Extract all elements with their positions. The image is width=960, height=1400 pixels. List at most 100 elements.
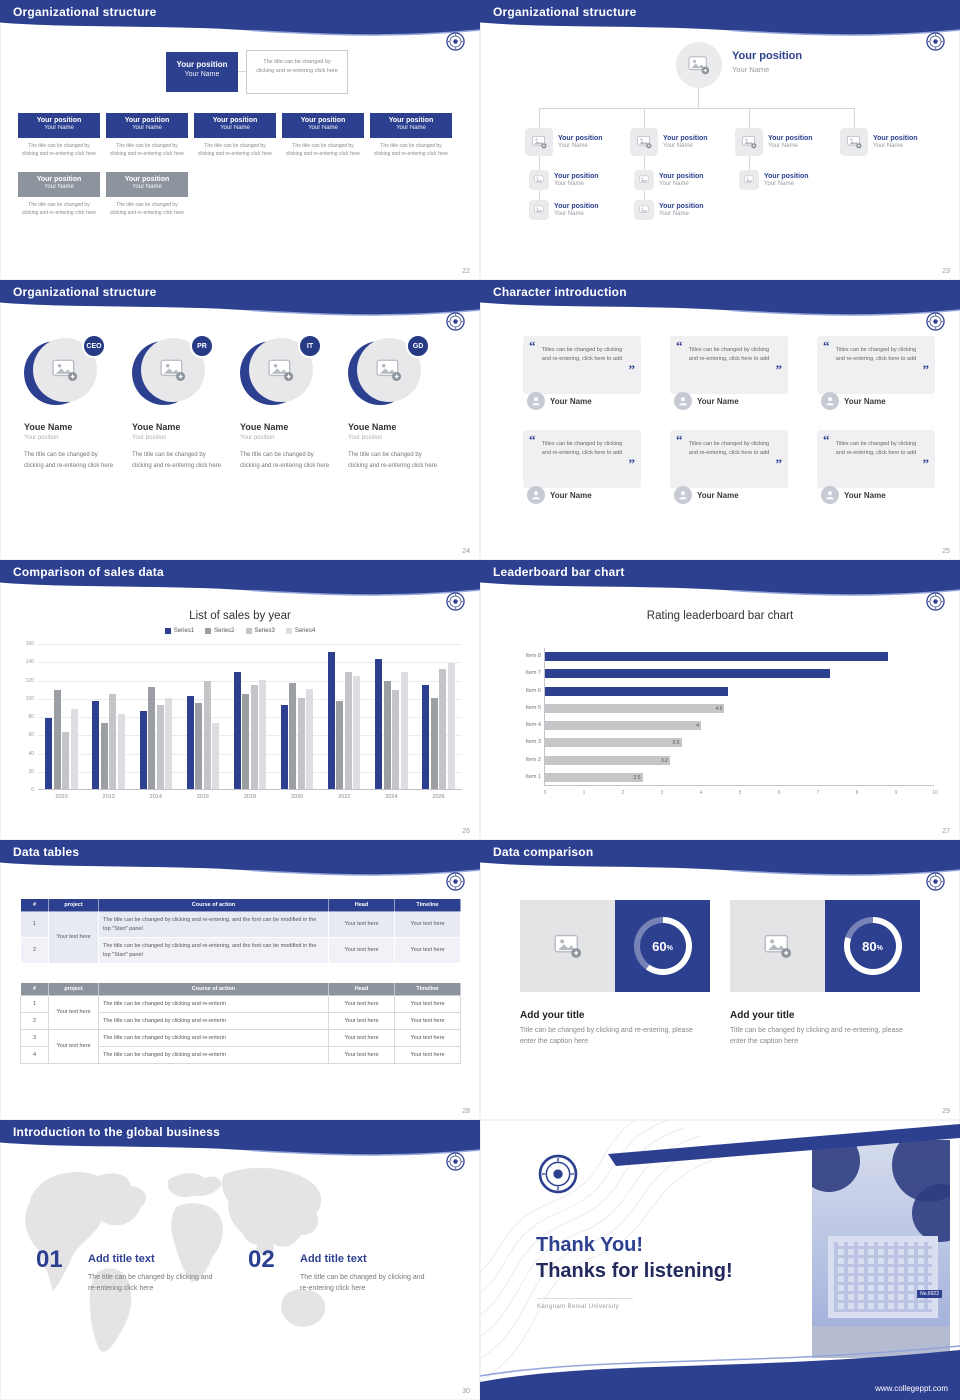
table-cell: 1 bbox=[20, 911, 49, 938]
bar-segment bbox=[545, 721, 701, 731]
x-axis-label: 2018 bbox=[243, 794, 257, 800]
slide-title: Comparison of sales data bbox=[13, 565, 164, 579]
person-icon bbox=[679, 397, 687, 406]
quote-card: Titles can be changed by clicking and re… bbox=[523, 430, 641, 488]
slide-thank-you[interactable]: No.6922 Thank You! Thanks for listening!… bbox=[480, 1120, 960, 1400]
avatar bbox=[674, 392, 692, 410]
org-name: Your Name bbox=[554, 181, 584, 187]
table-cell: Your text here bbox=[394, 995, 461, 1013]
table-header-cell: Head bbox=[328, 982, 395, 996]
bar-segment bbox=[280, 705, 288, 789]
page-number: 22 bbox=[462, 268, 470, 275]
slide-character-introduction[interactable]: Character introduction Titles can be cha… bbox=[480, 280, 960, 560]
header-swoosh bbox=[0, 560, 480, 596]
bar-segment bbox=[109, 694, 117, 789]
table-header-cell: Timeline bbox=[394, 982, 461, 996]
page-number: 30 bbox=[462, 1388, 470, 1395]
person-name: Youe Name bbox=[348, 422, 397, 432]
org-name: Your Name bbox=[663, 143, 693, 149]
legend-item: Series3 bbox=[245, 628, 275, 634]
role-badge: GD bbox=[406, 334, 430, 358]
slide-global-business[interactable]: Introduction to the global business 01 A… bbox=[0, 1120, 480, 1400]
table-cell: The title can be changed by clicking and… bbox=[98, 1046, 329, 1064]
slide-sales-comparison-chart[interactable]: Comparison of sales data List of sales b… bbox=[0, 560, 480, 840]
image-placeholder-icon bbox=[636, 136, 651, 149]
table-cell: 1 bbox=[20, 995, 49, 1013]
person-column: PR Youe Name Your position The title can… bbox=[132, 334, 236, 473]
org-position: Your position bbox=[732, 50, 803, 62]
org-root-label: Your position Your Name bbox=[732, 50, 802, 74]
person-description: The title can be changed by clicking and… bbox=[240, 452, 330, 470]
slide-data-comparison[interactable]: Data comparison 60% Add your title Title… bbox=[480, 840, 960, 1120]
category-label: Item 4 bbox=[525, 722, 541, 729]
x-axis-label: 2024 bbox=[385, 794, 398, 800]
slide-title: Organizational structure bbox=[13, 5, 157, 19]
bar-segment bbox=[203, 681, 211, 789]
gridline bbox=[38, 644, 462, 645]
university-emblem-icon bbox=[446, 312, 465, 331]
bar-segment bbox=[327, 652, 335, 789]
bar-segment bbox=[545, 772, 643, 782]
comparison-item: 80% bbox=[730, 900, 920, 992]
bar-segment bbox=[117, 714, 125, 789]
image-placeholder-icon bbox=[638, 175, 648, 183]
org-box-note: The title can be changed by clicking and… bbox=[21, 202, 97, 217]
org-box-note: The title can be changed by clicking and… bbox=[373, 143, 449, 158]
bar-segment bbox=[306, 688, 314, 789]
quote-text: Titles can be changed by clicking and re… bbox=[835, 347, 917, 363]
image-placeholder-icon bbox=[553, 934, 581, 958]
y-axis-label: 60 bbox=[28, 732, 34, 739]
university-name: Kangnam Benial University bbox=[537, 1304, 620, 1310]
grouped-bar-chart: 0 20 40 60 80 100 120 140 160 2010 2012 2014 2016 201… bbox=[26, 641, 462, 800]
bar-segment bbox=[545, 738, 682, 748]
table-cell: Your text here bbox=[48, 1029, 99, 1064]
gridline bbox=[38, 717, 462, 718]
slide-data-tables[interactable]: Data tables # project Course of action H… bbox=[0, 840, 480, 1120]
value-label: 4.6 bbox=[715, 705, 723, 712]
org-box-note: The title can be changed by clicking and… bbox=[21, 143, 97, 158]
legend-label: Series4 bbox=[294, 628, 316, 634]
bar-segment bbox=[139, 710, 147, 789]
quote-text: Titles can be changed by clicking and re… bbox=[688, 441, 770, 457]
person-column: GD Youe Name Your position The title can… bbox=[348, 334, 452, 473]
table-cell: 2 bbox=[20, 1012, 49, 1030]
org-node: Your position Your Name bbox=[735, 128, 813, 156]
person-column: CEO Youe Name Your position The title ca… bbox=[24, 334, 128, 473]
bar-segment bbox=[353, 675, 361, 789]
slide-leaderboard-chart[interactable]: Leaderboard bar chart Rating leaderboard… bbox=[480, 560, 960, 840]
table-cell: Your text here bbox=[394, 1012, 461, 1030]
gridline bbox=[38, 698, 462, 700]
university-emblem-icon bbox=[446, 1152, 465, 1171]
table-cell: Your text here bbox=[328, 1012, 395, 1030]
gridline bbox=[38, 662, 462, 664]
table-header-cell: # bbox=[20, 982, 49, 996]
org-position: Your position bbox=[764, 173, 809, 180]
bar-segment bbox=[212, 723, 220, 789]
table-header-cell: project bbox=[48, 898, 99, 912]
slide-title: Data comparison bbox=[493, 845, 594, 859]
donut-panel: 80% bbox=[825, 900, 920, 992]
org-position: Your position bbox=[768, 135, 813, 142]
slide-header: Organizational structure bbox=[0, 280, 480, 338]
header-swoosh bbox=[0, 0, 480, 36]
org-box-name: Your Name bbox=[44, 184, 74, 190]
org-subnode: Your position Your Name bbox=[529, 170, 599, 190]
step-number: 01 bbox=[36, 1246, 63, 1273]
legend-swatch bbox=[285, 628, 292, 634]
slide-org-structure-avatars[interactable]: Organizational structure CEO Youe Name Y… bbox=[0, 280, 480, 560]
table-cell: Your text here bbox=[328, 1046, 395, 1064]
org-box: Your position Your Name The title can be c… bbox=[18, 172, 100, 222]
org-box-name: Your Name bbox=[132, 125, 162, 131]
website-link[interactable]: www.collegeppt.com bbox=[875, 1384, 948, 1393]
connector-line bbox=[749, 108, 750, 128]
legend-swatch bbox=[205, 628, 212, 634]
slide-org-structure-tree[interactable]: Organizational structure Your position Y… bbox=[480, 0, 960, 280]
slide-org-structure-boxes[interactable]: Organizational structure Your position Y… bbox=[0, 0, 480, 280]
y-axis-label: 40 bbox=[28, 750, 34, 757]
org-position: Your position bbox=[663, 135, 708, 142]
org-position: Your position bbox=[873, 135, 918, 142]
org-box-position: Your position bbox=[36, 117, 82, 124]
world-map-graphic bbox=[25, 1167, 326, 1352]
item-caption: Title can be changed by clicking and re-… bbox=[520, 1027, 693, 1045]
org-name: Your Name bbox=[558, 143, 588, 149]
